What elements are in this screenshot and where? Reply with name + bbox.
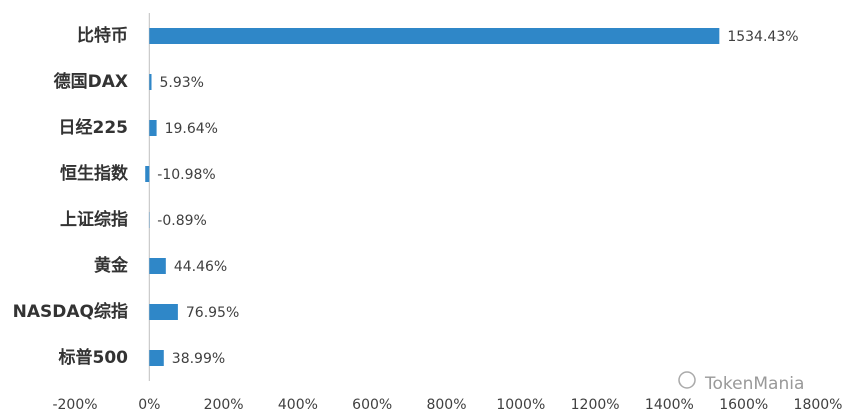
category-label: 日经225 [59,117,129,138]
value-label: 1534.43% [727,29,798,45]
value-label: 5.93% [160,75,204,91]
bar [145,166,150,182]
category-label: 比特币 [77,25,128,46]
value-label: 44.46% [174,259,227,275]
category-label: 恒生指数 [60,163,129,184]
x-tick-label: 800% [426,397,466,413]
value-label: -10.98% [157,167,215,183]
x-tick-label: 0% [138,397,160,413]
x-tick-label: 1400% [645,397,694,413]
value-label: -0.89% [157,213,207,229]
bar [149,304,178,320]
value-label: 19.64% [165,121,218,137]
x-tick-label: 1200% [571,397,620,413]
x-tick-label: 200% [204,397,244,413]
watermark: TokenMania [704,374,804,394]
x-tick-label: 1800% [794,397,843,413]
category-label: 德国DAX [54,71,128,92]
bar [149,350,164,366]
category-label: 标普500 [59,347,129,368]
x-tick-label: 600% [352,397,392,413]
watermark-icon [678,371,696,389]
category-label: 上证综指 [60,209,128,230]
x-tick-label: 1000% [496,397,545,413]
category-label: 黄金 [94,255,129,276]
x-tick-label: -200% [52,397,97,413]
category-label: NASDAQ综指 [13,301,128,322]
value-label: 76.95% [186,305,239,321]
x-tick-label: 400% [278,397,318,413]
bar [149,28,720,44]
value-label: 38.99% [172,351,225,367]
x-tick-label: 1600% [719,397,768,413]
bar [149,120,157,136]
bar [149,258,166,274]
bar [149,74,152,90]
